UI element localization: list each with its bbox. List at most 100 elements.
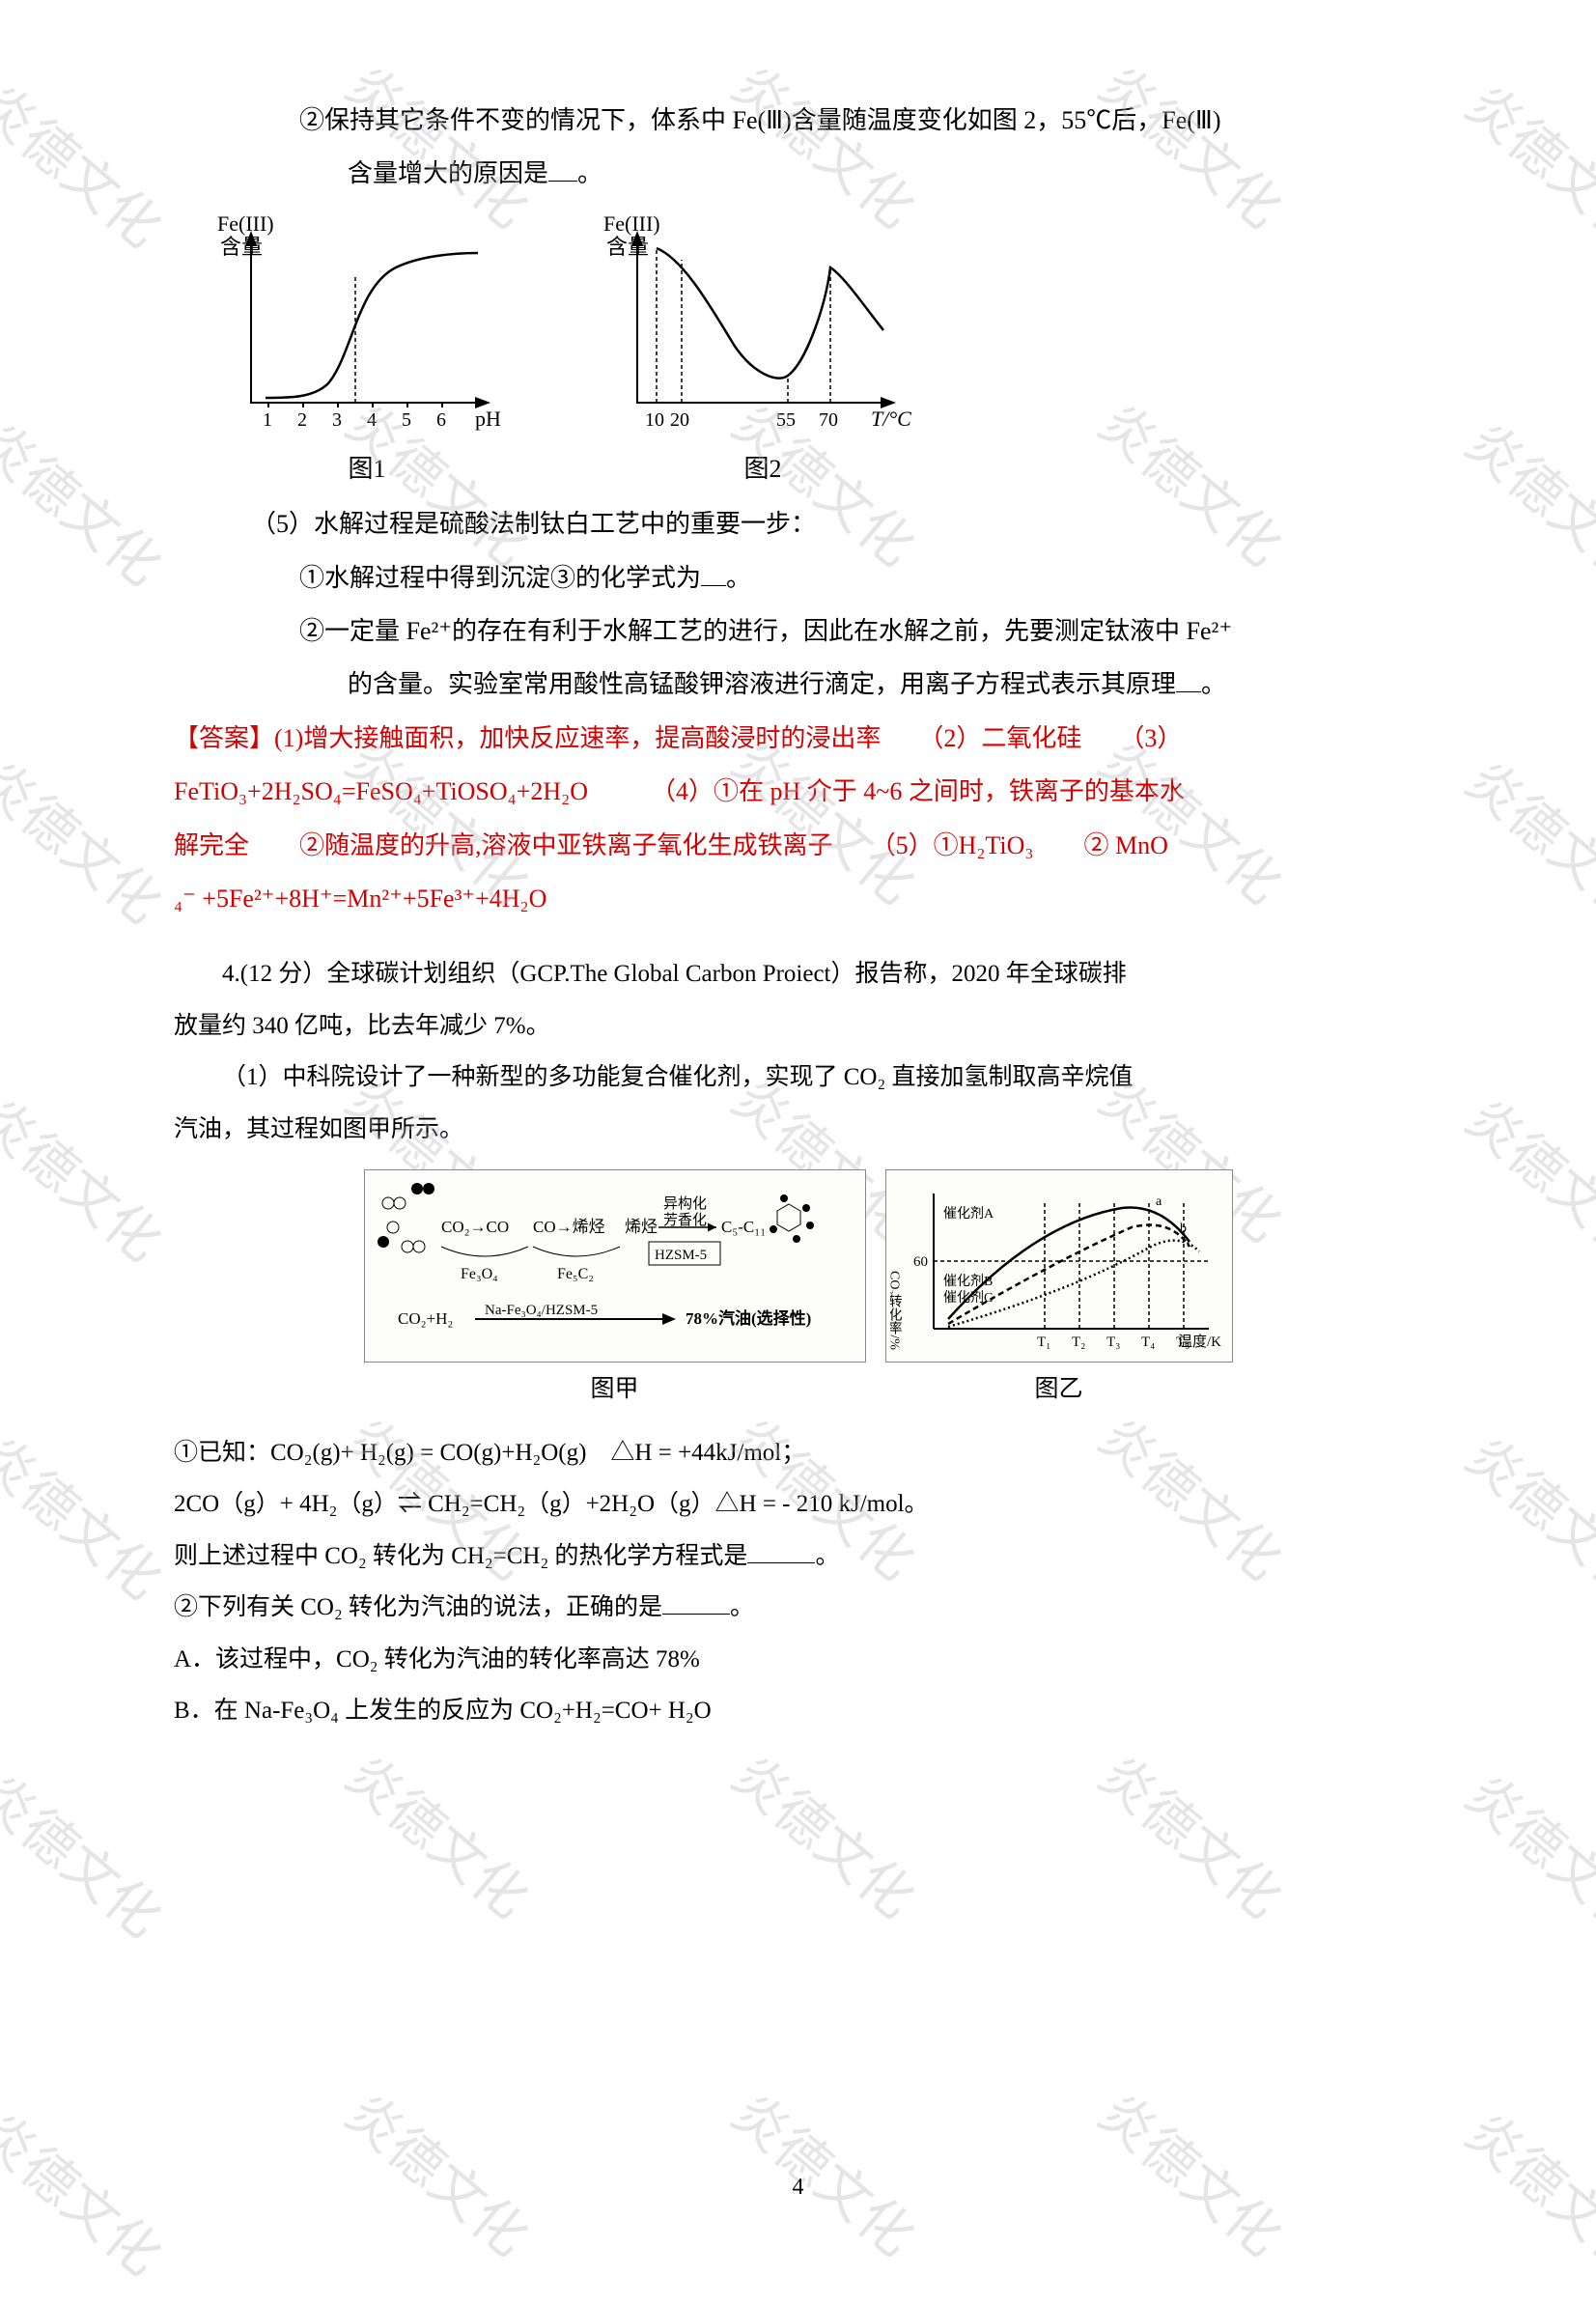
q4-right-wrap: CO₂转化率/% 60 a b 催化剂A 催化剂B 催化剂C <box>885 1169 1233 1413</box>
q4r-point-a: a <box>1156 1194 1162 1209</box>
fig2-dashes <box>657 248 830 403</box>
fig2-curve <box>657 248 883 379</box>
svg-text:10: 10 <box>645 409 664 431</box>
molecules-left <box>378 1183 434 1252</box>
q4-left-caption: 图甲 <box>364 1366 866 1413</box>
ans-l3-a: 解完全 <box>174 831 249 859</box>
q4-right-caption: 图乙 <box>885 1366 1233 1413</box>
fig1-svg: Fe(III) 含量 123456 pH <box>212 210 521 441</box>
page-number: 4 <box>0 2166 1596 2210</box>
answer-l4: ₄⁻ +5Fe²⁺+8H⁺=Mn²⁺+5Fe³⁺+4H₂O <box>174 875 1422 922</box>
svg-text:55: 55 <box>776 409 796 431</box>
q4-intro2: 放量约 340 亿吨，比去年减少 7%。 <box>174 1003 1422 1050</box>
lbl-78: 78%汽油(选择性) <box>686 1308 811 1328</box>
fig1-xlabel: pH <box>475 407 501 431</box>
q4-optB: B．在 Na-Fe₃O₄ 上发生的反应为 CO₂+H₂=CO+ H₂O <box>174 1688 1422 1734</box>
q5-1: ①水解过程中得到沉淀③的化学式为。 <box>174 554 1422 602</box>
answer-l3: 解完全 ②随温度的升高,溶液中亚铁离子氧化生成铁离子 （5）①H₂TiO₃ ② … <box>174 822 1422 869</box>
q4-eq3: 则上述过程中 CO₂ 转化为 CH₂=CH₂ 的热化学方程式是 。 <box>174 1533 1422 1580</box>
ans-l1-b: （2）二氧化硅 <box>931 724 1081 752</box>
q4-left-svg: CO₂→CO CO→烯烃 烯烃 异构化 芳香化 C₅-C₁₁ <box>369 1174 861 1358</box>
lbl-bottom-cat: Na-Fe₃O₄/HZSM-5 <box>485 1303 598 1318</box>
q4-eq3-text: 则上述过程中 CO₂ 转化为 CH₂=CH₂ 的热化学方程式是 <box>174 1543 747 1569</box>
svg-text:20: 20 <box>670 409 689 431</box>
q4-eq3-suffix: 。 <box>815 1543 839 1569</box>
lbl-co2h2: CO₂+H₂ <box>398 1309 453 1328</box>
blank-2 <box>701 561 726 586</box>
svg-text:T₄: T₄ <box>1141 1335 1155 1350</box>
q4-p2: ②下列有关 CO₂ 转化为汽油的说法，正确的是 。 <box>174 1585 1422 1631</box>
svg-text:3: 3 <box>332 409 342 431</box>
svg-text:4: 4 <box>367 409 377 431</box>
lbl-hzsm: HZSM-5 <box>655 1248 707 1263</box>
q5-1-text: ①水解过程中得到沉淀③的化学式为 <box>299 564 701 592</box>
fig1-axes <box>251 239 483 403</box>
question-4: 4.(12 分）全球碳计划组织（GCP.The Global Carbon Pr… <box>174 951 1422 1734</box>
fig2-xlabel: T/°C <box>871 407 911 431</box>
q5-intro: （5）水解过程是硫酸法制钛白工艺中的重要一步： <box>174 500 1422 548</box>
blank-3 <box>1176 667 1201 692</box>
q5-1-suffix: 。 <box>726 564 751 592</box>
ans-l3-c: （5）①H₂TiO₃ <box>883 831 1034 859</box>
q4r-vdash <box>1045 1203 1184 1329</box>
q-line-1: ②保持其它条件不变的情况下，体系中 Fe(Ⅲ)含量随温度变化如图 2，55℃后，… <box>174 97 1422 144</box>
ans-l3-d: ② MnO <box>1083 831 1167 859</box>
q4r-ytick: 60 <box>913 1254 928 1270</box>
q4-intro: 4.(12 分）全球碳计划组织（GCP.The Global Carbon Pr… <box>174 951 1422 997</box>
ans-l2-b: （4）①在 pH 介于 4~6 之间时，铁离子的基本水 <box>663 777 1185 805</box>
lbl-iso2: 芳香化 <box>663 1212 707 1228</box>
figure-row: Fe(III) 含量 123456 pH 图1 Fe(III) 含量 10205… <box>212 210 1422 492</box>
q4-eq2: 2CO（g）+ 4H₂（g）⇌ CH₂=CH₂（g）+2H₂O（g）△H = -… <box>174 1481 1422 1528</box>
q4r-leg-c: 催化剂C <box>943 1290 993 1306</box>
svg-text:T₃: T₃ <box>1106 1335 1120 1350</box>
svg-text:2: 2 <box>297 409 307 431</box>
lbl-alkene: 烯烃 <box>625 1218 658 1236</box>
fig2-ylabel-bot: 含量 <box>606 235 649 259</box>
answer-l2: FeTiO₃+2H₂SO₄=FeSO₄+TiOSO₄+2H₂O （4）①在 pH… <box>174 768 1422 815</box>
lbl-co-alkene: CO→烯烃 <box>533 1218 605 1236</box>
q5-2a: ②一定量 Fe²⁺的存在有利于水解工艺的进行，因此在水解之前，先要测定钛液中 F… <box>174 607 1422 655</box>
q4-left-wrap: CO₂→CO CO→烯烃 烯烃 异构化 芳香化 C₅-C₁₁ <box>364 1169 866 1413</box>
brace1 <box>441 1247 528 1256</box>
ans-l2-a: FeTiO₃+2H₂SO₄=FeSO₄+TiOSO₄+2H₂O <box>174 777 588 805</box>
ans-l1-c: （3） <box>1132 724 1182 752</box>
fig1-ylabel-top: Fe(III) <box>217 211 274 236</box>
box-fe5c2: Fe₅C₂ <box>557 1266 594 1282</box>
q-line-2: 含量增大的原因是。 <box>174 150 1422 197</box>
q5-2b-text: 的含量。实验室常用酸性高锰酸钾溶液进行滴定，用离子方程式表示其原理 <box>348 670 1176 698</box>
answer-l1: 【答案】(1)增大接触面积，加快反应速率，提高酸浸时的浸出率 （2）二氧化硅 （… <box>174 715 1422 762</box>
lbl-c5c11: C₅-C₁₁ <box>721 1218 766 1236</box>
q4-left-diagram: CO₂→CO CO→烯烃 烯烃 异构化 芳香化 C₅-C₁₁ <box>364 1169 866 1363</box>
svg-text:T₁: T₁ <box>1037 1335 1050 1350</box>
box-fe3o4: Fe₃O₄ <box>461 1266 498 1282</box>
q4-p1b: 汽油，其过程如图甲所示。 <box>174 1107 1422 1153</box>
q5-2b: 的含量。实验室常用酸性高锰酸钾溶液进行滴定，用离子方程式表示其原理。 <box>174 660 1422 708</box>
blank-5 <box>662 1590 730 1615</box>
q4r-xticks: T₁T₂T₃T₄T₅ <box>1037 1335 1190 1350</box>
q4r-leg-a: 催化剂A <box>943 1206 994 1222</box>
fig2-caption: 图2 <box>743 445 781 492</box>
brace2 <box>533 1247 620 1256</box>
blank-1 <box>548 156 577 182</box>
fig2-ylabel-top: Fe(III) <box>603 211 660 236</box>
figure-2: Fe(III) 含量 10205570 T/°C 图2 <box>599 210 927 492</box>
q4-right-diagram: CO₂转化率/% 60 a b 催化剂A 催化剂B 催化剂C <box>885 1169 1233 1363</box>
q4r-xlabel: 温度/K <box>1178 1334 1221 1350</box>
q4r-ylabel: CO₂转化率/% <box>890 1271 903 1350</box>
q4-p1a: （1）中科院设计了一种新型的多功能复合催化剂，实现了 CO₂ 直接加氢制取高辛烷… <box>174 1054 1422 1101</box>
fig1-ticks: 123456 <box>263 403 446 431</box>
q4-right-svg: CO₂转化率/% 60 a b 催化剂A 催化剂B 催化剂C <box>890 1174 1228 1358</box>
svg-text:T₂: T₂ <box>1072 1335 1085 1350</box>
bottom-arrowhead <box>662 1313 676 1325</box>
q4-optA: A．该过程中，CO₂ 转化为汽油的转化率高达 78% <box>174 1637 1422 1683</box>
q4-image-row: CO₂→CO CO→烯烃 烯烃 异构化 芳香化 C₅-C₁₁ <box>174 1169 1422 1413</box>
fig2-ticks: 10205570 <box>645 409 838 431</box>
ans-l1-a: 【答案】(1)增大接触面积，加快反应速率，提高酸浸时的浸出率 <box>174 724 881 752</box>
q4-p2-suffix: 。 <box>730 1594 754 1620</box>
svg-text:6: 6 <box>436 409 446 431</box>
svg-text:1: 1 <box>263 409 272 431</box>
fig1-ylabel-bot: 含量 <box>220 235 263 259</box>
q4-p2-text: ②下列有关 CO₂ 转化为汽油的说法，正确的是 <box>174 1594 662 1620</box>
lbl-co2co: CO₂→CO <box>441 1218 509 1236</box>
figure-1: Fe(III) 含量 123456 pH 图1 <box>212 210 521 492</box>
